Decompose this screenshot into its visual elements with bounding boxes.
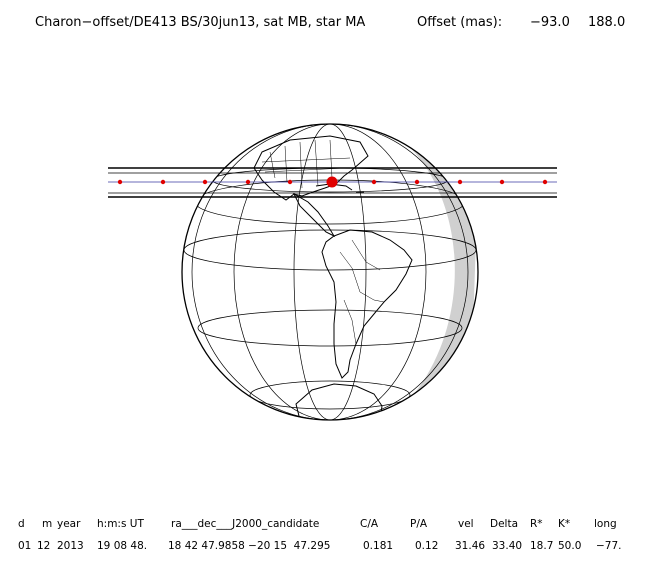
val-year: 2013: [57, 540, 84, 552]
time-marker: [287, 179, 293, 185]
col-k: K*: [558, 518, 571, 530]
time-marker: [245, 179, 251, 185]
val-d: 01: [18, 540, 32, 552]
val-vel: 31.46: [455, 540, 486, 552]
col-m: m: [42, 518, 53, 530]
col-delta: Delta: [490, 518, 519, 530]
col-radec: ra___dec___J2000_candidate: [171, 518, 320, 530]
val-m: 12: [37, 540, 51, 552]
time-marker: [414, 179, 420, 185]
val-ca: 0.181: [363, 540, 394, 552]
time-markers: [117, 179, 548, 185]
globe-disk: [182, 124, 478, 420]
south-america-outline: [321, 229, 413, 379]
time-marker: [371, 179, 377, 185]
val-pa: 0.12: [415, 540, 439, 552]
offset-label: Offset (mas):: [417, 15, 503, 30]
time-marker: [202, 179, 208, 185]
plot-title: Charon−offset/DE413 BS/30jun13, sat MB, …: [0, 15, 649, 35]
state-borders: [261, 139, 351, 189]
col-vel: vel: [458, 518, 474, 530]
val-r: 18.7: [530, 540, 554, 552]
antarctica-outline: [295, 383, 383, 420]
col-d: d: [18, 518, 25, 530]
country-borders: [339, 239, 385, 345]
val-k: 50.0: [558, 540, 582, 552]
night-shade: [386, 128, 478, 410]
graticule-meridians: [191, 124, 469, 420]
col-long: long: [594, 518, 617, 530]
time-marker: [117, 179, 123, 185]
val-radec: 18 42 47.9858 −20 15 47.295: [168, 540, 331, 552]
caribbean-islands: [315, 183, 353, 191]
col-year: year: [57, 518, 81, 530]
data-table: d m year h:m:s UT ra___dec___J2000_candi…: [0, 515, 649, 565]
offset-y-value: 188.0: [588, 15, 626, 30]
val-long: −77.: [596, 540, 622, 552]
central-america-outline: [292, 192, 336, 238]
closest-approach-point: [326, 176, 338, 188]
time-marker: [160, 179, 166, 185]
col-pa: P/A: [410, 518, 428, 530]
col-ca: C/A: [360, 518, 379, 530]
time-marker: [457, 179, 463, 185]
val-delta: 33.40: [492, 540, 523, 552]
col-r: R*: [530, 518, 543, 530]
time-marker: [542, 179, 548, 185]
globe-outline: [181, 123, 479, 421]
title-label: Charon−offset/DE413 BS/30jun13, sat MB, …: [35, 15, 366, 30]
val-time: 19 08 48.: [97, 540, 148, 552]
col-time: h:m:s UT: [97, 518, 144, 530]
north-america-outline: [253, 135, 369, 201]
offset-x-value: −93.0: [530, 15, 570, 30]
time-marker: [499, 179, 505, 185]
